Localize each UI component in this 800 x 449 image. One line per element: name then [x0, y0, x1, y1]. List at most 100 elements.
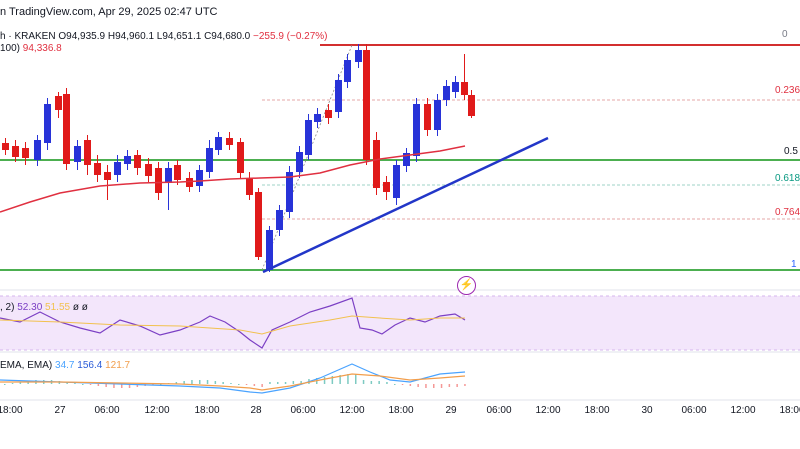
time-axis-label: 18:00 — [194, 405, 220, 416]
bullish-candle — [74, 146, 81, 162]
bearish-candle — [383, 182, 390, 192]
ohlc-legend: h · KRAKEN O94,935.9 H94,960.1 L94,651.1… — [0, 31, 328, 42]
rsi-label: , 2) — [0, 302, 15, 313]
bullish-candle — [335, 80, 342, 112]
ascending-trendline — [262, 136, 549, 274]
macd-hist-bar — [378, 381, 380, 384]
bearish-candle — [84, 140, 91, 165]
macd-hist-bar — [300, 381, 302, 384]
macd-hist-bar — [331, 376, 334, 384]
macd-hist-bar — [456, 384, 458, 387]
macd-hist-bar — [355, 374, 357, 384]
bullish-candle — [305, 120, 312, 155]
macd-hist-bar — [417, 384, 419, 387]
macd-hist-bar — [464, 384, 466, 386]
bearish-candle — [94, 163, 101, 175]
macd-hist-bar — [277, 382, 279, 384]
macd-hist-bar — [105, 384, 107, 387]
fib-label-0618: 0.618 — [775, 173, 800, 184]
time-axis-label: 18:00 — [584, 405, 610, 416]
macd-hist-bar — [82, 384, 84, 385]
bullish-candle — [443, 86, 450, 100]
macd-hist-bar — [347, 374, 349, 384]
rsi-legend: , 2) 52.30 51.55 ø ø — [0, 302, 88, 314]
macd-hist-bar — [89, 384, 92, 385]
macd-hist-bar — [401, 384, 404, 385]
macd-hist-bar — [113, 384, 115, 388]
time-axis-label: 06:00 — [290, 405, 316, 416]
macd-hist-bar — [74, 383, 76, 384]
macd-hist-bar — [386, 382, 388, 384]
moving-average-line — [0, 145, 466, 213]
rsi-value: 52.30 — [17, 302, 43, 313]
macd-hist-bar — [11, 383, 14, 384]
bearish-candle — [237, 142, 244, 173]
chart-caption: n TradingView.com, Apr 29, 2025 02:47 UT… — [0, 6, 218, 18]
bearish-candle — [104, 172, 111, 180]
bearish-candle — [22, 148, 29, 158]
exchange-name: KRAKEN — [14, 31, 56, 42]
macd-hist-bar — [409, 384, 412, 386]
bullish-candle — [34, 140, 41, 160]
rsi-signal-line — [0, 315, 465, 335]
macd-hist-bar — [253, 384, 256, 386]
low-value: L94,651.1 — [156, 31, 202, 42]
bullish-candle — [124, 156, 131, 164]
time-axis-label: 28 — [250, 405, 262, 416]
bullish-candle — [434, 100, 441, 130]
macd-hist-bar — [440, 384, 443, 388]
macd-hist-bar — [97, 384, 100, 386]
macd-hist-bar — [448, 384, 451, 387]
time-axis-label: 18:00 — [779, 405, 800, 416]
macd-hist-bar — [245, 384, 248, 385]
macd-legend: EMA, EMA) 34.7 156.4 121.7 — [0, 360, 130, 372]
symbol-fragment: h — [0, 31, 6, 42]
time-axis-label: 12:00 — [144, 405, 170, 416]
macd-hist-bar — [128, 384, 131, 388]
bullish-candle — [452, 82, 459, 92]
time-axis-label: 30 — [641, 405, 653, 416]
bullish-candle — [266, 230, 273, 270]
fib-label-0: 0 — [782, 29, 788, 40]
bullish-candle — [413, 104, 420, 156]
macd-hist-bar — [394, 384, 396, 385]
time-axis-label: 06:00 — [94, 405, 120, 416]
macd-hist-bar — [206, 380, 209, 384]
time-axis-label: 06:00 — [681, 405, 707, 416]
time-axis-label: 12:00 — [535, 405, 561, 416]
bearish-candle — [186, 178, 193, 187]
rsi-symbols: ø ø — [72, 302, 88, 313]
macd-hist-bar — [136, 384, 139, 387]
change-value: −255.9 (−0.27%) — [253, 31, 328, 42]
macd-hist-bar — [4, 384, 6, 385]
time-axis-label: 29 — [445, 405, 457, 416]
bullish-candle — [114, 162, 121, 175]
macd-signal-line — [0, 373, 466, 391]
fib-label-0236: 0.236 — [775, 85, 800, 96]
macd-label: EMA, EMA) — [0, 360, 53, 371]
bearish-candle — [226, 138, 233, 145]
macd-hist-bar — [19, 382, 22, 384]
fib-label-1: 1 — [791, 259, 797, 270]
time-axis-label: 18:00 — [388, 405, 414, 416]
bullish-candle — [286, 172, 293, 212]
bearish-candle — [424, 104, 431, 130]
macd-hist-bar — [66, 382, 68, 384]
bullish-candle — [215, 137, 222, 150]
bearish-candle — [55, 96, 62, 110]
time-axis-label: 27 — [54, 405, 66, 416]
macd-hist-bar — [425, 384, 427, 388]
high-value: H94,960.1 — [107, 31, 155, 42]
macd-hist-bar — [339, 375, 341, 384]
macd-hist-bar — [433, 384, 435, 388]
bullish-candle — [314, 114, 321, 122]
bearish-candle — [373, 140, 380, 188]
bearish-candle — [468, 95, 475, 116]
time-axis-label: 12:00 — [339, 405, 365, 416]
bearish-candle — [134, 155, 141, 168]
lightning-icon[interactable]: ⚡ — [457, 276, 476, 295]
bullish-candle — [44, 104, 51, 143]
ma-value: 94,336.8 — [22, 43, 62, 54]
